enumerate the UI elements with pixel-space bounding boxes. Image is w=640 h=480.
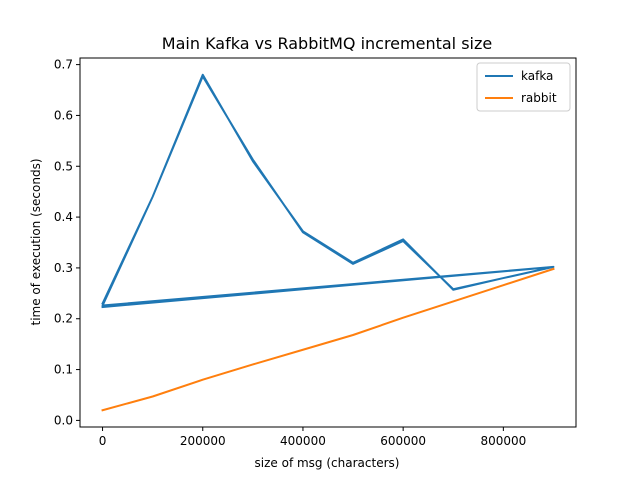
x-tick-label: 600000: [380, 434, 426, 448]
chart-title: Main Kafka vs RabbitMQ incremental size: [162, 34, 492, 53]
x-tick-label: 200000: [180, 434, 226, 448]
x-axis-ticks: 0 200000 400000 600000 800000: [99, 427, 526, 448]
axes-frame: [79, 57, 577, 428]
series-line-rabbit: [101, 267, 555, 412]
y-tick-label: 0.5: [54, 159, 73, 173]
x-tick-label: 400000: [280, 434, 326, 448]
y-axis-label: time of execution (seconds): [29, 158, 43, 325]
x-tick-label: 0: [99, 434, 107, 448]
x-tick-label: 800000: [480, 434, 526, 448]
y-tick-label: 0.4: [54, 210, 73, 224]
legend-label-rabbit: rabbit: [521, 91, 557, 105]
series-line-kafka: [101, 73, 555, 309]
y-tick-label: 0.3: [54, 261, 73, 275]
legend: kafka rabbit: [476, 62, 571, 112]
legend-label-kafka: kafka: [521, 69, 553, 83]
plot-area: [79, 57, 577, 428]
y-tick-label: 0.2: [54, 312, 73, 326]
y-tick-label: 0.1: [54, 363, 73, 377]
x-axis-label: size of msg (characters): [255, 456, 400, 470]
y-axis-ticks: 0.0 0.1 0.2 0.3 0.4 0.5 0.6 0.7: [54, 58, 80, 427]
y-tick-label: 0.7: [54, 58, 73, 72]
y-tick-label: 0.0: [54, 413, 73, 427]
y-tick-label: 0.6: [54, 108, 73, 122]
